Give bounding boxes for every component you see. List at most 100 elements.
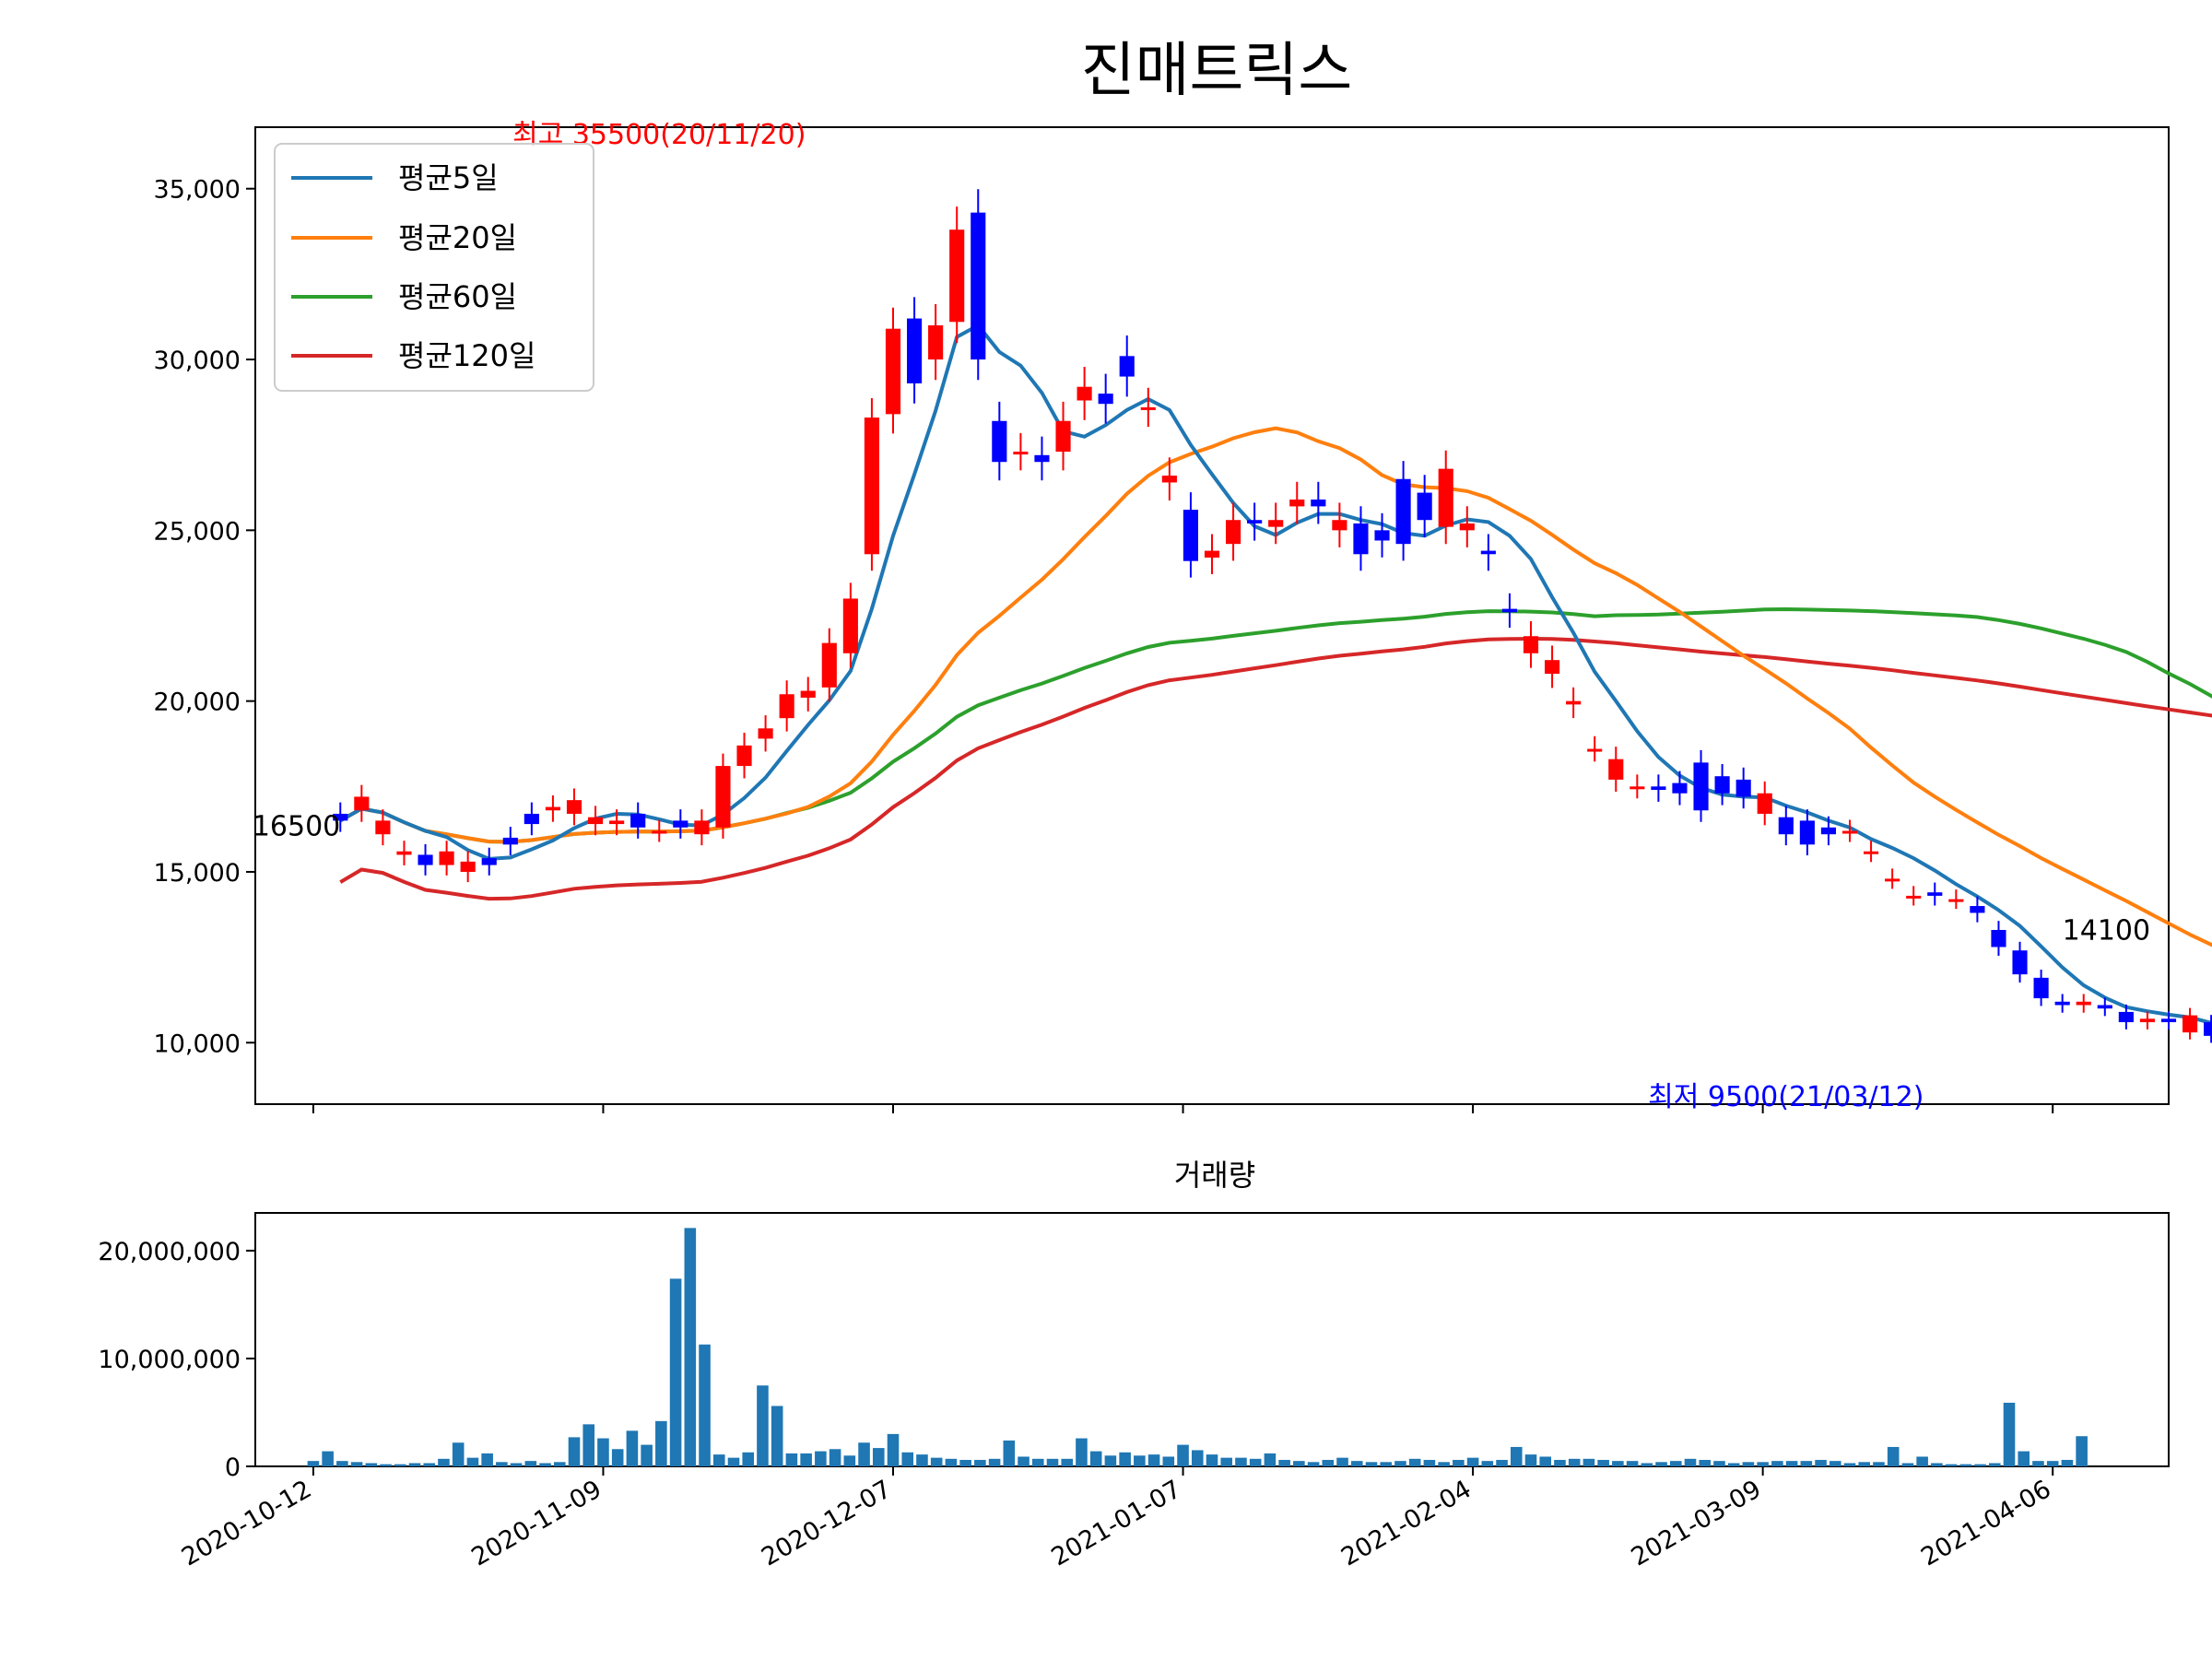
price-y-tick-label: 35,000	[154, 176, 241, 205]
volume-bar	[510, 1463, 523, 1466]
volume-bar	[1901, 1463, 1914, 1466]
candle-body	[1332, 520, 1347, 531]
volume-bar	[408, 1463, 421, 1466]
volume-bar	[1931, 1463, 1943, 1466]
volume-bar	[350, 1462, 363, 1466]
volume-bar	[1177, 1444, 1189, 1466]
candle-body	[1757, 793, 1772, 814]
candle-body	[1182, 510, 1199, 561]
volume-bar	[1147, 1454, 1160, 1466]
candle-body	[1630, 786, 1645, 790]
volume-bar	[1394, 1461, 1406, 1466]
volume-bar	[496, 1462, 508, 1466]
volume-bar	[1031, 1458, 1044, 1466]
candle-body	[2054, 1001, 2070, 1006]
volume-y-tick-label: 20,000,000	[98, 1238, 241, 1266]
legend-label-ma5: 평균5일	[398, 160, 499, 195]
candle-body	[673, 820, 688, 828]
candle-body	[587, 817, 604, 825]
volume-bar	[815, 1451, 827, 1466]
candle-body	[1672, 782, 1688, 794]
candle-body	[1863, 851, 1879, 854]
volume-bar	[669, 1278, 682, 1466]
volume-bar	[1438, 1462, 1450, 1466]
volume-bar	[365, 1463, 378, 1466]
volume-bar	[945, 1458, 958, 1466]
volume-bar	[959, 1459, 971, 1466]
volume-bar	[1162, 1456, 1175, 1466]
price-axes-frame	[254, 126, 2170, 1105]
volume-bar	[1612, 1461, 1624, 1466]
volume-bar	[727, 1457, 740, 1466]
volume-bar	[1945, 1464, 1958, 1466]
volume-bar	[1524, 1454, 1537, 1466]
volume-bar	[1626, 1461, 1639, 1466]
volume-bar	[438, 1458, 450, 1466]
low-annotation: 최저 9500(21/03/12)	[1648, 1081, 1924, 1113]
candle-body	[1566, 700, 1582, 705]
candle-body	[1140, 406, 1156, 410]
volume-bar	[1815, 1459, 1827, 1466]
volume-bar	[742, 1452, 755, 1466]
volume-bar	[930, 1457, 943, 1466]
price-y-tick-label: 15,000	[154, 859, 241, 888]
price-annotations: 최고 35500(20/11/20) 최저 9500(21/03/12) 165…	[253, 119, 2150, 1113]
candle-body	[1841, 830, 1858, 834]
volume-y-ticks: 0 10,000,000 20,000,000	[98, 1238, 255, 1482]
price-y-tick-label: 10,000	[154, 1030, 241, 1058]
volume-bar	[1510, 1446, 1523, 1466]
volume-bar	[1727, 1463, 1740, 1466]
volume-bar	[1757, 1462, 1769, 1466]
candle-body	[1395, 478, 1411, 545]
candle-body	[1247, 520, 1263, 524]
candle-body	[1587, 748, 1603, 752]
candle-body	[1948, 899, 1964, 902]
volume-bar	[684, 1228, 697, 1466]
volume-bar	[916, 1454, 928, 1466]
candle-body	[2033, 977, 2049, 999]
candle-body	[354, 796, 370, 811]
candle-body	[842, 598, 858, 653]
candle-body	[609, 820, 625, 825]
candle-body	[971, 212, 986, 360]
volume-bar	[597, 1438, 609, 1466]
volume-bar	[1365, 1462, 1378, 1466]
volume-bar	[568, 1437, 581, 1466]
volume-bar	[1641, 1463, 1653, 1466]
volume-bar	[466, 1457, 479, 1466]
volume-bar	[1873, 1462, 1885, 1466]
volume-bar	[858, 1442, 870, 1466]
candle-body	[545, 806, 561, 811]
volume-title: 거래량	[1174, 1158, 1255, 1193]
candle-body	[1034, 454, 1050, 463]
candle-body	[694, 820, 710, 835]
volume-bar	[1800, 1461, 1813, 1466]
volume-bar	[1959, 1464, 1972, 1466]
candle-body	[566, 800, 582, 814]
candle-body	[1459, 523, 1475, 531]
volume-y-tick-label: 10,000,000	[98, 1346, 241, 1374]
price-y-tick-label: 25,000	[154, 517, 241, 546]
volume-y-tick-label: 0	[225, 1453, 241, 1482]
volume-bar	[699, 1344, 711, 1466]
candle-body	[1353, 523, 1369, 555]
legend-box	[274, 143, 594, 392]
candle-body	[1693, 762, 1709, 811]
volume-bar	[1089, 1451, 1102, 1466]
volume-bar	[1669, 1461, 1682, 1466]
price-y-tick-label: 20,000	[154, 688, 241, 717]
volume-bar	[872, 1448, 885, 1466]
volume-bar	[611, 1449, 624, 1466]
candlesticks	[333, 189, 2212, 1043]
volume-bar	[1134, 1455, 1146, 1466]
volume-bar	[974, 1459, 986, 1466]
volume-bar	[1974, 1464, 1986, 1466]
volume-bar	[1322, 1459, 1335, 1466]
volume-bar	[394, 1464, 406, 1466]
volume-bar	[1018, 1456, 1030, 1466]
volume-bar	[582, 1424, 595, 1466]
candle-body	[418, 854, 433, 865]
volume-bar	[626, 1430, 639, 1466]
volume-bar	[1264, 1453, 1277, 1466]
candle-body	[821, 642, 837, 688]
